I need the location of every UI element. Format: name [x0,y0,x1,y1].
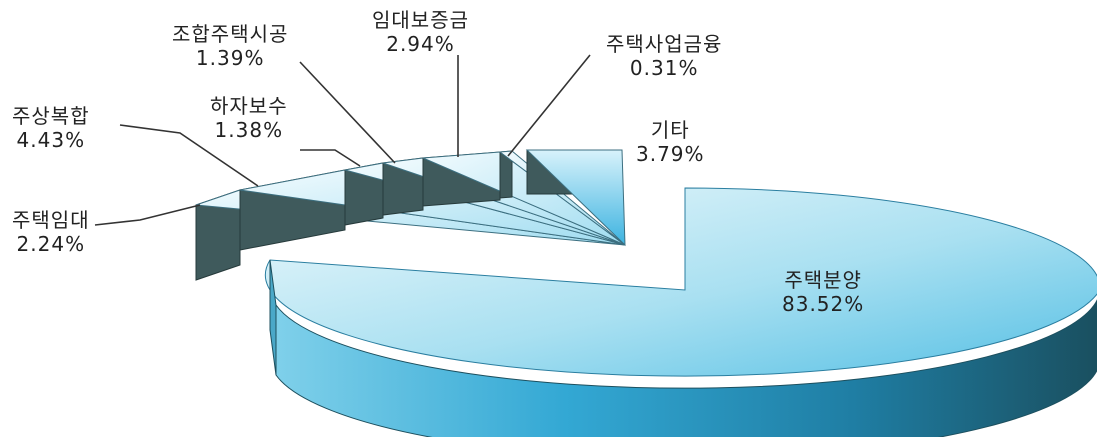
label-value: 3.79% [636,142,705,166]
label-name: 조합주택시공 [172,22,289,46]
label-name: 기타 [650,118,690,142]
label-value: 83.52% [782,292,865,316]
label-name: 임대보증금 [372,8,469,32]
label-주상복합: 주상복합 4.43% [12,104,90,152]
label-임대보증금: 임대보증금 2.94% [372,8,469,56]
label-value: 4.43% [16,128,86,152]
slice-cut-face [269,259,277,376]
label-value: 2.94% [386,32,455,56]
label-name: 하자보수 [210,94,288,118]
leader-line-조합주택시공 [299,61,396,164]
label-name: 주택임대 [12,208,90,232]
leader-line-주택임대 [94,204,201,226]
slice-top-face [264,187,1097,377]
label-value: 1.39% [195,46,265,70]
slice-주택분양 [264,187,1097,437]
label-name: 주택사업금융 [606,32,723,56]
label-주택분양: 주택분양 83.52% [782,268,864,316]
slice-임대보증금 [422,151,626,246]
label-value: 2.24% [16,232,86,256]
slice-side-wall [275,299,1097,437]
label-조합주택시공: 조합주택시공 1.39% [172,22,288,70]
label-기타: 기타 3.79% [636,118,705,166]
slice-주상복합 [239,169,626,251]
leader-line-주택사업금융 [507,54,591,157]
label-하자보수: 하자보수 1.38% [210,94,288,142]
label-value: 0.31% [629,56,699,80]
label-주택임대: 주택임대 2.24% [12,208,90,256]
label-value: 1.38% [214,118,284,142]
slice-기타 [525,149,626,247]
label-name: 주상복합 [12,104,90,128]
label-주택사업금융: 주택사업금융 0.31% [606,32,722,80]
leader-line-하자보수 [300,149,361,167]
label-name: 주택분양 [784,268,862,292]
leader-line-주상복합 [119,124,259,187]
slice-top-wedge [525,149,626,247]
